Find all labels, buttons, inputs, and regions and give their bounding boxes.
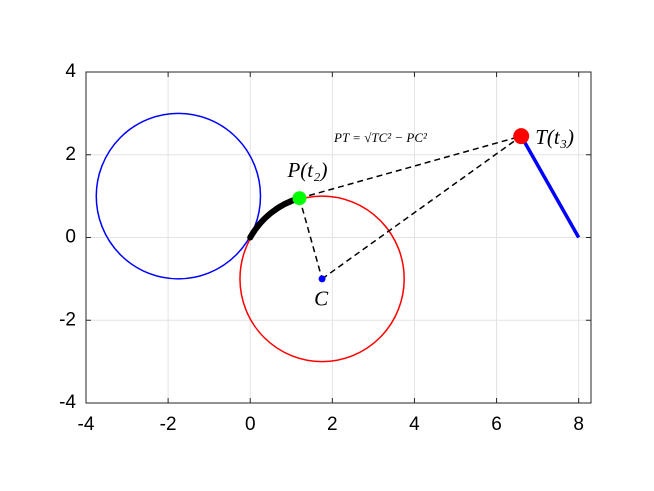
y-tick-label: -4	[59, 392, 76, 413]
point-label: P(t₂)	[286, 158, 327, 182]
x-tick-label: -4	[78, 414, 95, 435]
x-tick-label: 4	[409, 414, 420, 435]
y-tick-label: 2	[65, 144, 76, 165]
x-tick-label: 2	[327, 414, 338, 435]
point-label: T(t₃)	[535, 125, 574, 149]
dashed-line	[299, 135, 522, 199]
annotation: PT = √TC² − PC²	[333, 130, 428, 145]
x-tick-label: -2	[160, 414, 177, 435]
y-tick-label: -2	[59, 309, 76, 330]
x-tick-label: 8	[573, 414, 584, 435]
circle	[95, 112, 262, 280]
y-tick-label: 0	[65, 227, 76, 248]
x-tick-label: 6	[491, 414, 502, 435]
x-tick-label: 0	[245, 414, 256, 435]
circle	[239, 195, 405, 363]
y-tick-label: 4	[65, 61, 76, 82]
point	[292, 191, 307, 206]
dashed-line	[321, 135, 522, 280]
point	[513, 128, 530, 145]
point-label: C	[314, 287, 329, 311]
line	[519, 135, 581, 239]
dashed-line	[298, 197, 323, 280]
point	[318, 275, 326, 283]
plot-frame	[85, 71, 592, 404]
